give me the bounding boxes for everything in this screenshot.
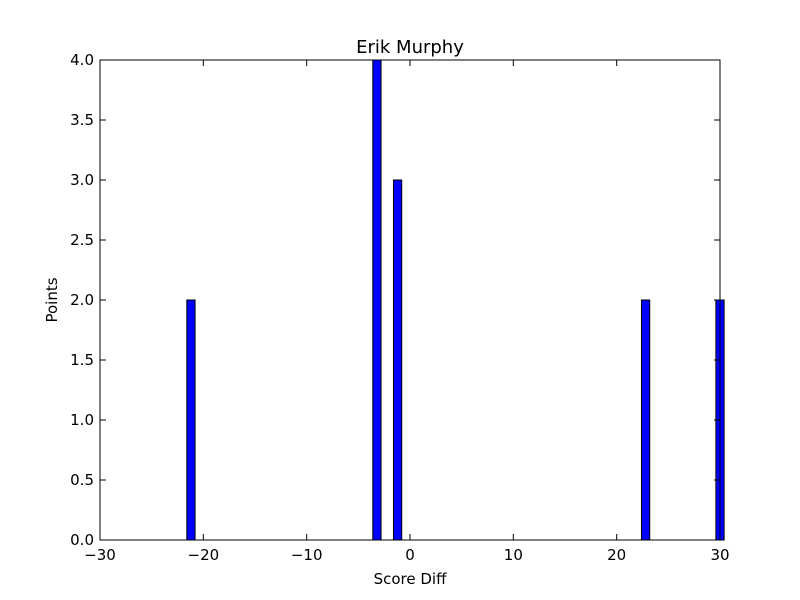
y-axis-label: Points <box>43 277 61 322</box>
y-tick-label: 3.5 <box>70 111 94 129</box>
bar <box>392 179 403 541</box>
y-tick-label: 1.5 <box>70 351 94 369</box>
bar <box>640 299 651 541</box>
y-tick-label: 3.0 <box>70 171 94 189</box>
chart-title: Erik Murphy <box>356 37 464 58</box>
bar <box>186 299 196 541</box>
y-tick-label: 2.0 <box>70 291 94 309</box>
x-tick-label: −10 <box>291 546 323 564</box>
y-tick-label: 4.0 <box>70 51 94 69</box>
bar <box>372 59 382 541</box>
plot-frame <box>99 59 721 541</box>
x-tick-label: 20 <box>607 546 626 564</box>
y-tick-label: 0.0 <box>70 531 94 549</box>
x-tick-label: 0 <box>405 546 415 564</box>
bars-group <box>186 59 725 541</box>
x-tick-label: 10 <box>504 546 523 564</box>
x-axis-label: Score Diff <box>374 570 447 588</box>
ticks-group: −30 −20 −10 0 10 20 30 0.0 0.5 1.0 1.5 2.0 2.5 3.0 3.5… <box>70 51 729 564</box>
y-tick-label: 1.0 <box>70 411 94 429</box>
x-tick-label: 30 <box>710 546 729 564</box>
y-tick-label: 2.5 <box>70 231 94 249</box>
x-tick-label: −20 <box>188 546 220 564</box>
x-tick-label: −30 <box>84 546 116 564</box>
y-tick-label: 0.5 <box>70 471 94 489</box>
